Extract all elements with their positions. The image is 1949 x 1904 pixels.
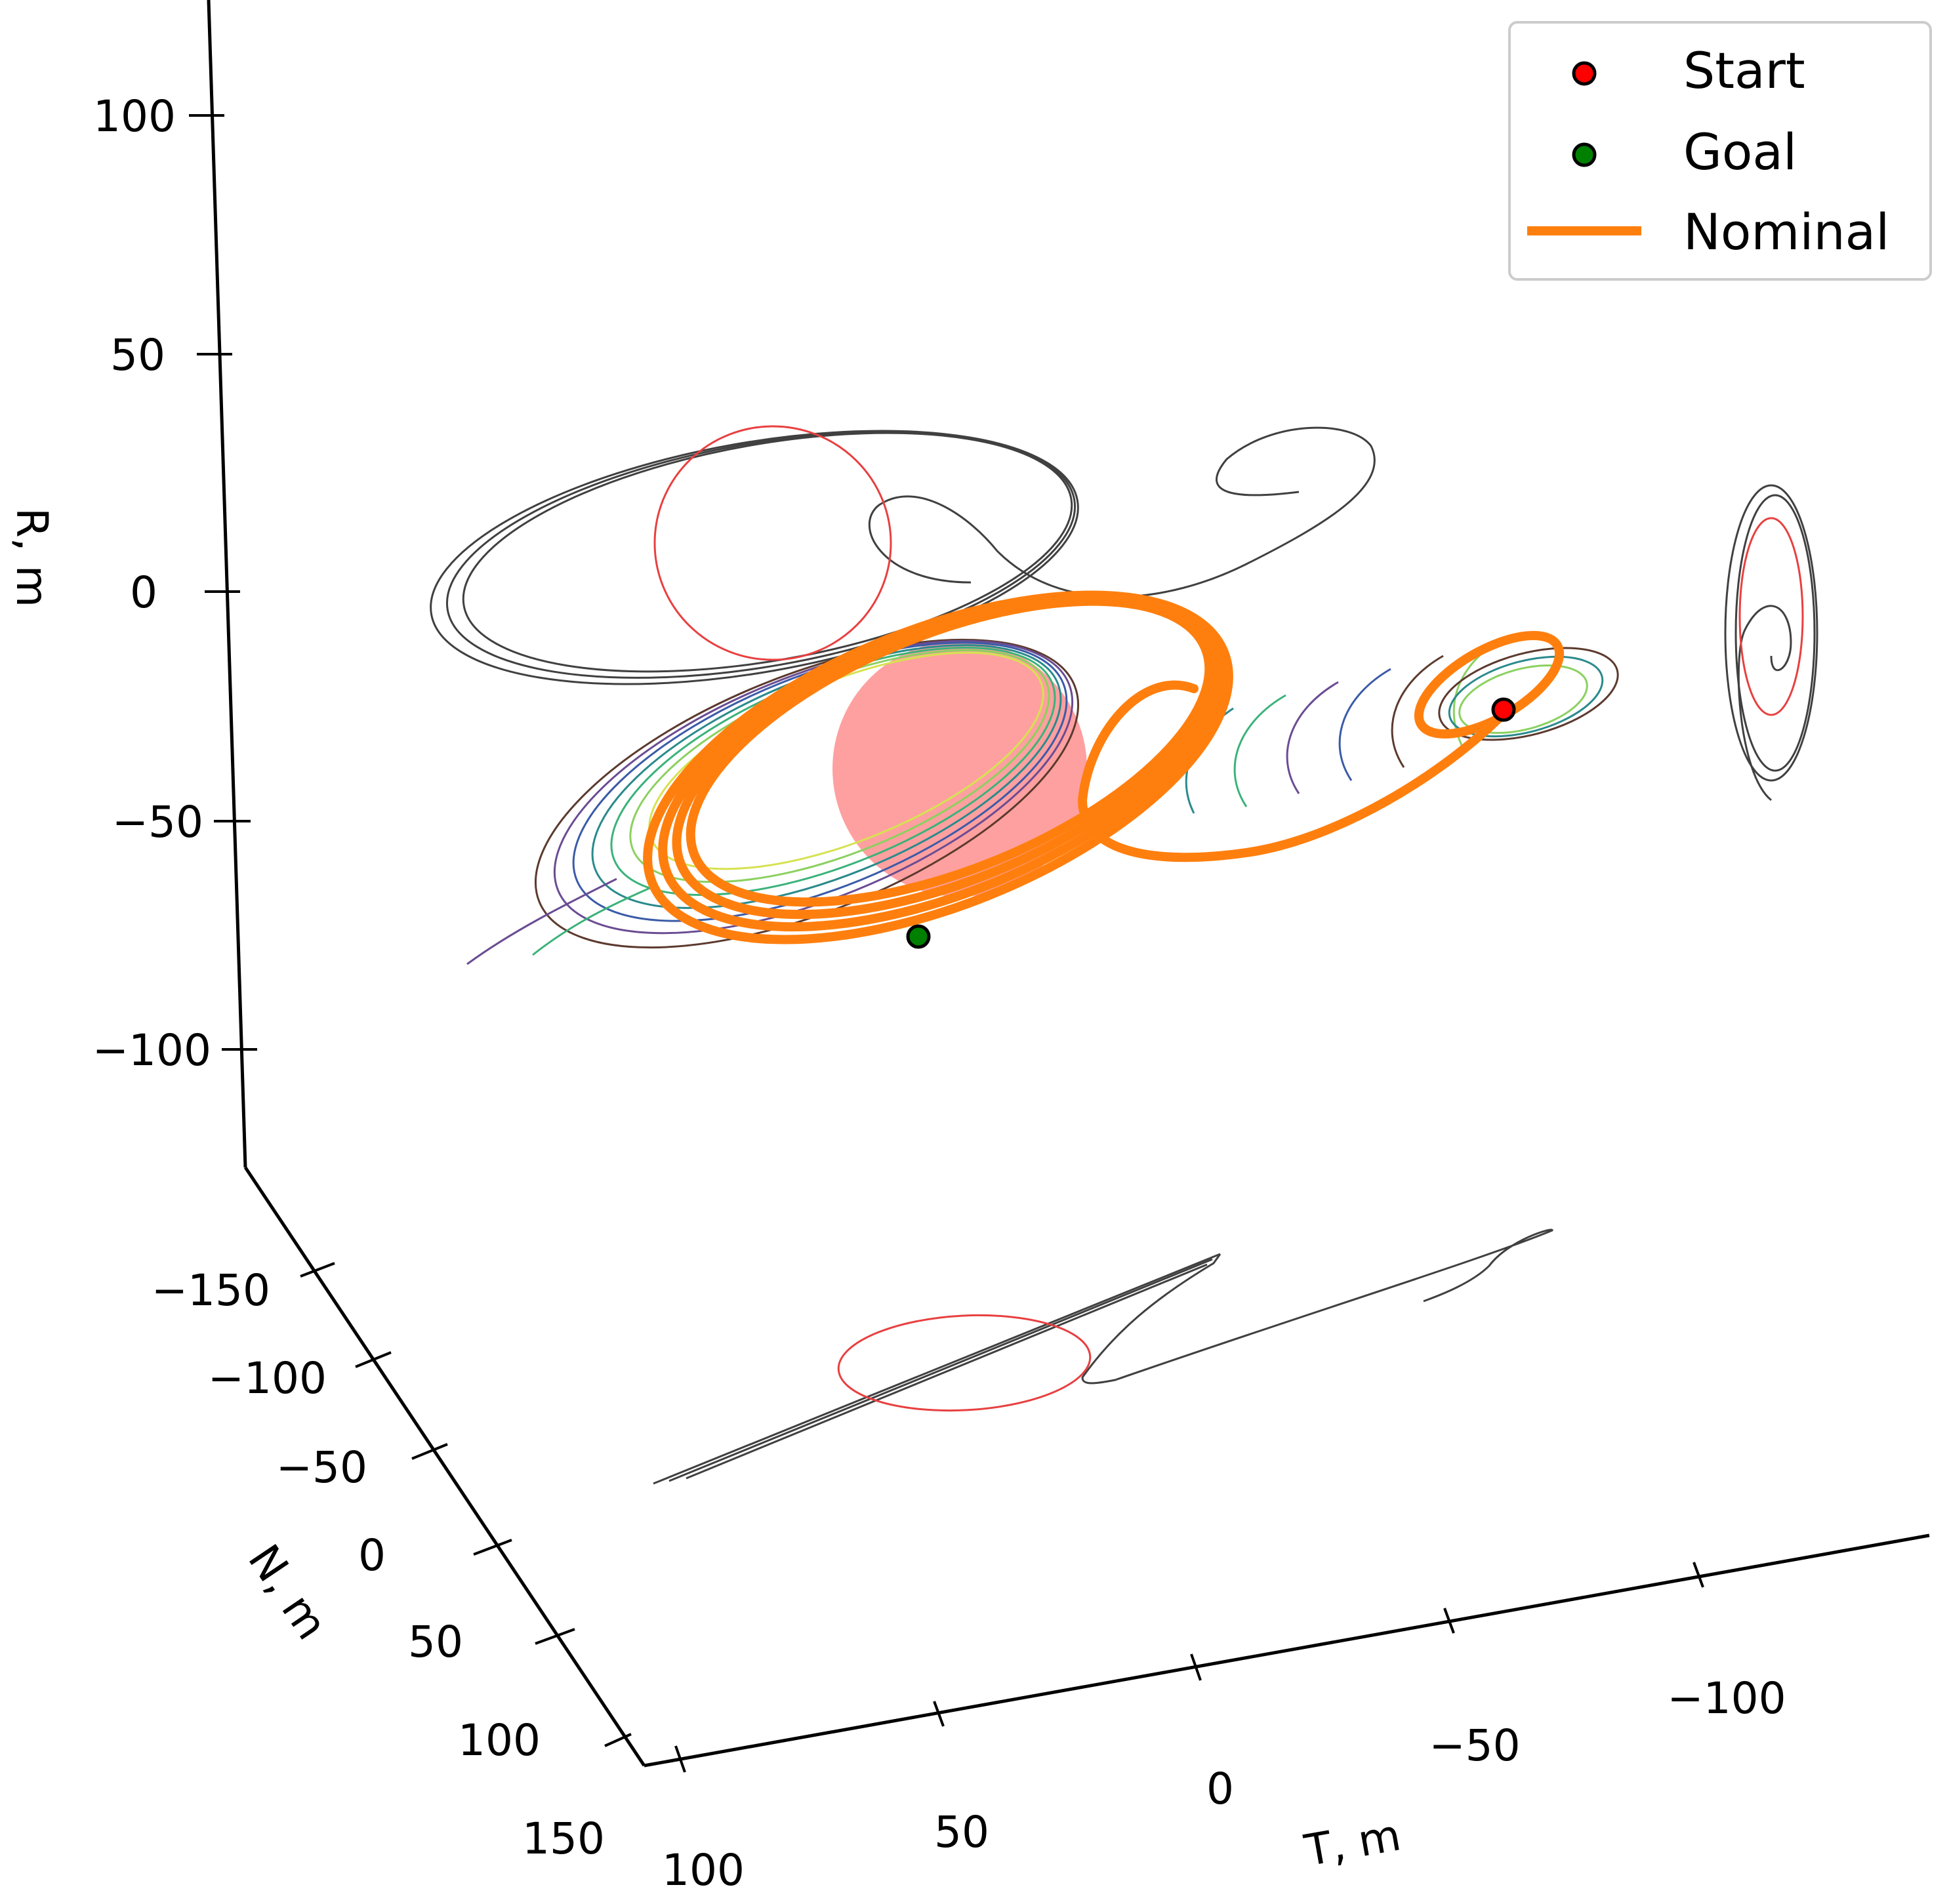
projection-obstacle <box>653 425 892 661</box>
floor-obstacle <box>837 1314 1092 1412</box>
goal-marker <box>906 924 931 949</box>
t-tick-label: −50 <box>1429 1720 1520 1771</box>
n-tick-label: −50 <box>276 1442 367 1493</box>
r-tick-label: 100 <box>93 91 176 142</box>
t-axis-line <box>644 1533 1930 1768</box>
legend-box <box>1508 21 1932 281</box>
legend-start-label: Start <box>1683 41 1805 100</box>
legend-goal-label: Goal <box>1683 123 1797 181</box>
axes <box>207 0 1930 1768</box>
t-tick-label: 0 <box>1206 1764 1234 1814</box>
side-loop <box>1724 484 1818 782</box>
r-axis-line <box>207 0 247 1168</box>
projection-loop <box>430 430 1079 685</box>
sample-trajectory <box>572 641 1068 922</box>
legend-goal-icon <box>1572 142 1597 167</box>
n-tick-labels: −150 −100 −50 0 50 100 150 <box>152 1265 605 1864</box>
t-tick-labels: 100 50 0 −50 −100 <box>662 1673 1786 1895</box>
projection-curve <box>868 426 1376 598</box>
sample-loop <box>1448 655 1604 738</box>
legend-start-icon <box>1572 61 1597 86</box>
obstacle-sphere <box>832 641 1087 897</box>
sample-trajectory <box>553 639 1074 935</box>
floor-line <box>686 1263 1208 1480</box>
ticks <box>189 114 1704 1773</box>
floor-curve <box>1081 1228 1553 1385</box>
t-tick-m50 <box>1443 1608 1455 1634</box>
nominal-trajectory <box>643 590 1565 944</box>
sample-loop <box>1438 647 1619 741</box>
sample-arc <box>1338 668 1391 781</box>
n-tick-label: 100 <box>458 1715 541 1766</box>
side-projection <box>1724 484 1818 801</box>
floor-projection <box>653 1228 1553 1485</box>
sample-arc <box>1391 655 1444 768</box>
n-tick-m150 <box>300 1262 335 1278</box>
sample-tail <box>532 884 657 956</box>
t-tick-100 <box>674 1745 686 1773</box>
legend: Start Goal Nominal <box>1508 21 1932 281</box>
start-marker <box>1491 697 1516 722</box>
top-projection <box>430 426 1376 685</box>
r-tick-label: −100 <box>92 1025 211 1076</box>
n-tick-label: −100 <box>208 1353 327 1404</box>
sample-tail <box>466 878 617 965</box>
floor-line <box>653 1253 1221 1485</box>
projection-loop <box>445 431 1077 679</box>
t-tick-label: 100 <box>662 1845 745 1895</box>
n-tick-m100 <box>355 1351 392 1368</box>
n-tick-label: 150 <box>522 1813 605 1864</box>
n-tick-50 <box>535 1628 575 1645</box>
r-tick-label: 0 <box>130 567 157 618</box>
n-axis-title: N, m <box>238 1535 337 1648</box>
n-tick-0 <box>473 1539 512 1556</box>
side-obstacle <box>1738 517 1804 716</box>
t-tick-label: 50 <box>934 1807 989 1857</box>
legend-nominal-label: Nominal <box>1683 203 1889 261</box>
side-loop <box>1734 494 1816 772</box>
n-tick-m50 <box>411 1443 448 1460</box>
sample-arc <box>1233 694 1286 807</box>
r-tick-labels: 100 50 0 −50 −100 <box>92 91 211 1076</box>
t-tick-m100 <box>1693 1562 1704 1588</box>
n-tick-100 <box>604 1733 632 1747</box>
n-tick-label: 50 <box>408 1617 463 1667</box>
t-tick-50 <box>933 1701 945 1727</box>
r-tick-label: 50 <box>110 330 165 380</box>
n-axis-line <box>243 1166 646 1767</box>
floor-line <box>668 1258 1213 1482</box>
nominal-connector <box>1077 680 1507 862</box>
r-axis-title: R, m <box>7 508 57 607</box>
sample-arc <box>1286 681 1339 794</box>
sample-loop <box>1458 664 1588 734</box>
n-tick-label: 0 <box>358 1530 386 1581</box>
nominal-loop <box>686 596 1214 907</box>
t-tick-label: −100 <box>1667 1673 1786 1724</box>
side-spiral <box>1737 605 1792 801</box>
n-tick-label: −150 <box>152 1265 270 1316</box>
t-axis-title: T, m <box>1300 1810 1405 1876</box>
t-tick-0 <box>1190 1653 1202 1681</box>
r-tick-label: −50 <box>112 797 203 847</box>
